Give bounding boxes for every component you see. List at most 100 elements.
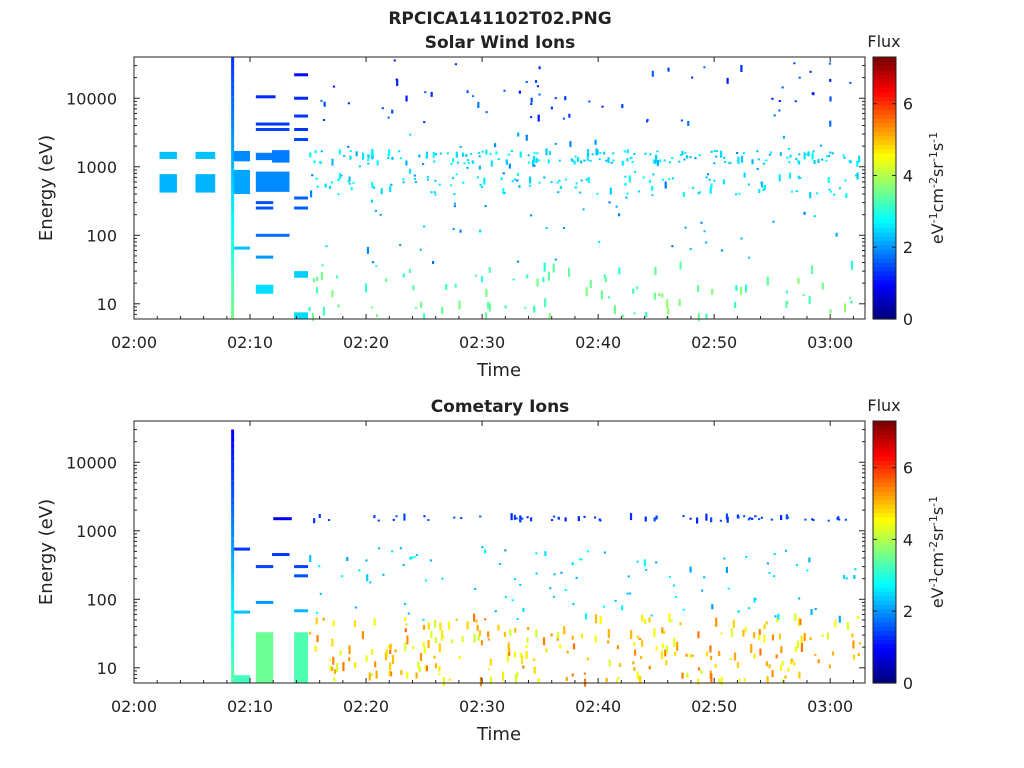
- y-axis-label: Energy (eV): [36, 135, 57, 241]
- x-tick-label: 02:50: [691, 697, 737, 716]
- heatmap-cell: [322, 118, 326, 121]
- heatmap-cell: [339, 650, 342, 656]
- heatmap-cell: [430, 91, 433, 97]
- heatmap-cell: [377, 519, 380, 522]
- heatmap-line: [255, 565, 274, 569]
- heatmap-cell: [705, 176, 708, 179]
- heatmap-spike: [231, 129, 235, 136]
- heatmap-patch: [231, 675, 251, 683]
- heatmap-cell: [566, 650, 569, 654]
- heatmap-cell: [715, 150, 719, 153]
- x-tick-label: 03:00: [807, 697, 853, 716]
- heatmap-cell: [309, 152, 312, 158]
- colorbar-segment: [873, 157, 896, 163]
- heatmap-spike: [231, 174, 235, 182]
- heatmap-cell: [550, 181, 553, 184]
- heatmap-cell: [616, 645, 619, 650]
- heatmap-cell: [771, 97, 774, 100]
- heatmap-cell: [790, 190, 794, 193]
- heatmap-cell: [406, 671, 409, 679]
- heatmap-cell: [330, 181, 333, 184]
- heatmap-cell: [798, 177, 801, 180]
- heatmap-cell: [608, 201, 611, 204]
- heatmap-cell: [803, 152, 806, 160]
- colorbar-segment: [873, 626, 896, 632]
- heatmap-cell: [722, 179, 725, 185]
- heatmap-cell: [476, 624, 479, 631]
- heatmap-cell: [427, 519, 430, 522]
- heatmap-cell: [805, 153, 809, 156]
- heatmap-cell: [633, 312, 636, 315]
- heatmap-cell: [548, 313, 551, 319]
- heatmap-cell: [518, 518, 522, 521]
- heatmap-line: [294, 609, 309, 613]
- heatmap-cell: [855, 174, 858, 177]
- colorbar-segment: [873, 266, 896, 272]
- heatmap-spike: [231, 161, 235, 169]
- heatmap-cell: [542, 637, 546, 646]
- heatmap-cell: [480, 640, 484, 646]
- heatmap-cell: [389, 671, 393, 677]
- heatmap-spike: [231, 480, 235, 487]
- panel-title: Cometary Ions: [431, 397, 570, 417]
- heatmap-cell: [773, 553, 776, 556]
- heatmap-cell: [856, 160, 859, 167]
- heatmap-spike: [231, 246, 235, 254]
- heatmap-cell: [710, 150, 713, 153]
- heatmap-line: [272, 553, 290, 557]
- heatmap-cell: [658, 293, 661, 297]
- heatmap-spike: [231, 220, 235, 228]
- heatmap-spike: [231, 102, 235, 110]
- heatmap-cell: [603, 151, 606, 155]
- heatmap-cell: [665, 645, 668, 649]
- heatmap-cell: [848, 159, 851, 162]
- heatmap-cell: [598, 240, 601, 243]
- heatmap-cell: [633, 641, 636, 646]
- heatmap-cell: [522, 607, 525, 612]
- heatmap-spike: [231, 312, 235, 319]
- heatmap-cell: [655, 515, 658, 520]
- heatmap-cell: [725, 513, 729, 520]
- heatmap-spike: [231, 188, 235, 195]
- heatmap-cell: [583, 159, 586, 162]
- heatmap-cell: [697, 313, 700, 322]
- heatmap-cell: [331, 158, 334, 166]
- heatmap-cell: [466, 166, 469, 169]
- colorbar-segment: [873, 595, 896, 601]
- heatmap-cell: [408, 168, 412, 174]
- heatmap-spike: [231, 524, 235, 531]
- heatmap-cell: [497, 158, 500, 161]
- heatmap-cell: [733, 652, 737, 661]
- heatmap-cell: [615, 205, 618, 208]
- heatmap-cell: [664, 649, 667, 657]
- heatmap-cell: [402, 273, 405, 278]
- heatmap-spike: [231, 240, 235, 247]
- heatmap-cell: [624, 175, 627, 178]
- heatmap-cell: [663, 630, 666, 634]
- heatmap-cell: [448, 678, 451, 681]
- heatmap-cell: [689, 248, 692, 251]
- heatmap-cell: [695, 517, 699, 524]
- heatmap-cell: [412, 285, 415, 291]
- heatmap-cell: [720, 632, 723, 635]
- heatmap-cell: [583, 672, 586, 675]
- colorbar-segment: [873, 288, 896, 294]
- heatmap-cell: [734, 301, 737, 308]
- colorbar-segment: [873, 630, 896, 636]
- heatmap-line: [255, 122, 290, 126]
- heatmap-spike: [231, 473, 235, 481]
- heatmap-cell: [505, 159, 508, 164]
- colorbar-segment: [873, 279, 896, 285]
- heatmap-patch: [294, 271, 309, 278]
- heatmap-cell: [782, 135, 786, 139]
- heatmap-cell: [736, 662, 740, 669]
- heatmap-cell: [430, 191, 433, 194]
- heatmap-cell: [682, 608, 685, 611]
- heatmap-cell: [668, 613, 671, 623]
- colorbar-segment: [873, 460, 896, 466]
- panel-solar-wind: Solar Wind Ions 02:00 02:10 02:20 02:30 02:4…: [36, 32, 947, 381]
- heatmap-cell: [813, 159, 816, 164]
- heatmap-cell: [775, 654, 778, 659]
- heatmap-cell: [653, 517, 656, 522]
- heatmap-cell: [395, 78, 398, 81]
